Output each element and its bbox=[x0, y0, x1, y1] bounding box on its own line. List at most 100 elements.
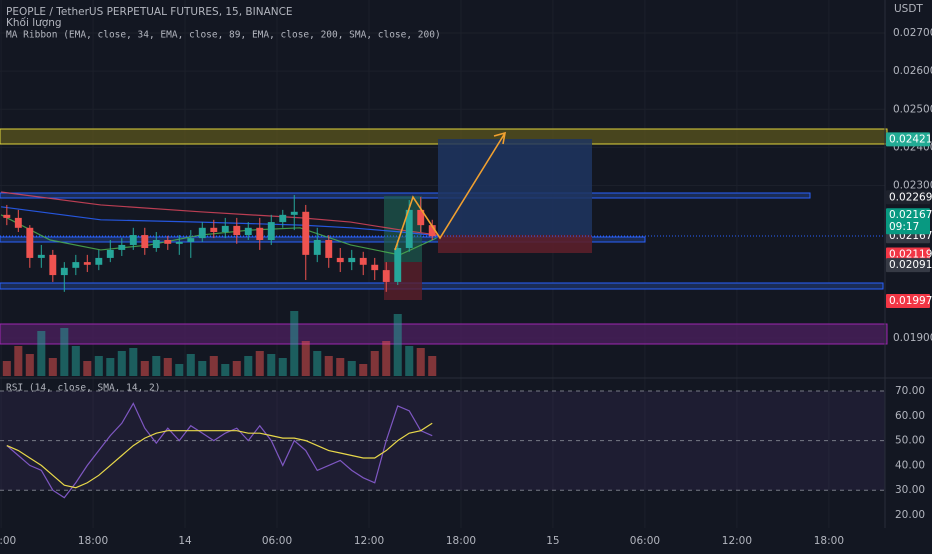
volume-bar bbox=[106, 358, 115, 376]
candle-body bbox=[210, 227, 218, 232]
price-label: 0.02091 bbox=[889, 259, 932, 271]
volume-bar bbox=[405, 346, 414, 376]
volume-bar bbox=[382, 341, 391, 376]
volume-bar bbox=[94, 356, 103, 376]
rsi-tick-label: 30.00 bbox=[895, 484, 925, 496]
candle-body bbox=[26, 227, 34, 258]
rsi-tick-label: 40.00 bbox=[895, 459, 925, 471]
rsi-pane bbox=[0, 390, 885, 499]
candle-body bbox=[187, 238, 195, 242]
volume-bar bbox=[393, 314, 402, 376]
volume-bar bbox=[140, 361, 149, 376]
candle-body bbox=[233, 225, 241, 236]
price-label-box bbox=[886, 247, 930, 262]
x-tick-label: 18:00 bbox=[446, 535, 476, 547]
volume-bar bbox=[267, 354, 276, 376]
target-box bbox=[438, 139, 592, 235]
candle-body bbox=[313, 240, 321, 255]
price-label-box bbox=[886, 258, 930, 273]
candle-body bbox=[417, 209, 425, 226]
candle-body bbox=[371, 264, 379, 271]
candles bbox=[0, 191, 439, 376]
volume-bar bbox=[71, 346, 80, 376]
volume-bar bbox=[278, 358, 287, 376]
projection-arrow bbox=[394, 131, 507, 251]
rsi-tick-label: 20.00 bbox=[895, 509, 925, 521]
candle-body bbox=[428, 225, 436, 237]
axis-unit: USDT bbox=[894, 3, 923, 15]
candle-body bbox=[244, 227, 252, 236]
rsi-tick-label: 70.00 bbox=[895, 385, 925, 397]
volume-bar bbox=[198, 361, 207, 376]
candle-body bbox=[164, 240, 172, 244]
volume-bar bbox=[255, 351, 264, 376]
x-tick-label: 12:00 bbox=[0, 535, 16, 547]
candle-body bbox=[152, 240, 160, 249]
volume-bar bbox=[359, 364, 368, 376]
loss-box bbox=[384, 262, 422, 300]
volume-bar bbox=[60, 328, 69, 376]
volume-bar bbox=[129, 348, 138, 376]
price-label: 0.02269 bbox=[889, 191, 932, 203]
volume-bar bbox=[37, 331, 46, 376]
volume-legend: Khối lượng bbox=[6, 17, 62, 29]
volume-bar bbox=[186, 354, 195, 376]
candle-body bbox=[394, 248, 402, 282]
price-label: 0.02421 bbox=[889, 133, 932, 145]
rsi-tick-label: 50.00 bbox=[895, 435, 925, 447]
volume-bar bbox=[301, 341, 310, 376]
support-zone bbox=[0, 282, 884, 290]
price-label: 0.02167 bbox=[889, 209, 932, 221]
price-label: 0.01997 bbox=[889, 295, 932, 307]
volume-bar bbox=[370, 351, 379, 376]
volume-bar bbox=[14, 346, 23, 376]
volume-bar bbox=[416, 348, 425, 376]
ribbon-legend: MA Ribbon (EMA, close, 34, EMA, close, 8… bbox=[6, 30, 441, 41]
price-label-box bbox=[886, 190, 930, 205]
x-tick-label: 06:00 bbox=[630, 535, 660, 547]
candle-body bbox=[382, 270, 390, 282]
chart-title: PEOPLE / TetherUS PERPETUAL FUTURES, 15,… bbox=[6, 6, 293, 18]
price-label-box bbox=[886, 293, 930, 308]
candle-body bbox=[95, 257, 103, 265]
volume-bar bbox=[117, 351, 126, 376]
candle-body bbox=[221, 225, 229, 232]
candle-body bbox=[359, 257, 367, 265]
candle-body bbox=[72, 262, 80, 268]
x-tick-label: 18:00 bbox=[814, 535, 844, 547]
candle-body bbox=[279, 214, 287, 223]
zones bbox=[0, 128, 888, 345]
candle-body bbox=[60, 267, 68, 276]
candle-body bbox=[118, 244, 126, 250]
x-tick-label: 14 bbox=[178, 535, 192, 547]
rsi-line bbox=[6, 402, 433, 499]
candle-body bbox=[302, 211, 310, 255]
rsi-line bbox=[6, 422, 433, 489]
volume-bar bbox=[163, 358, 172, 376]
demand-zone bbox=[0, 323, 888, 345]
candle-body bbox=[175, 241, 183, 244]
volume-bar bbox=[232, 361, 241, 376]
volume-bar bbox=[83, 361, 92, 376]
candle-body bbox=[129, 235, 137, 245]
volume-bar bbox=[324, 356, 333, 376]
volume-bar bbox=[244, 356, 253, 376]
candle-body bbox=[256, 227, 264, 241]
candle-body bbox=[198, 227, 206, 239]
candle-body bbox=[106, 249, 114, 258]
volume-bar bbox=[25, 354, 34, 376]
volume-bar bbox=[221, 364, 230, 376]
volume-bar bbox=[209, 356, 218, 376]
volume-bar bbox=[313, 351, 322, 376]
candle-body bbox=[37, 254, 45, 258]
candle-body bbox=[14, 217, 22, 228]
x-tick-label: 15 bbox=[546, 535, 559, 547]
candle-body bbox=[336, 257, 344, 263]
level-zone bbox=[0, 236, 646, 243]
volume-bar bbox=[48, 358, 57, 376]
